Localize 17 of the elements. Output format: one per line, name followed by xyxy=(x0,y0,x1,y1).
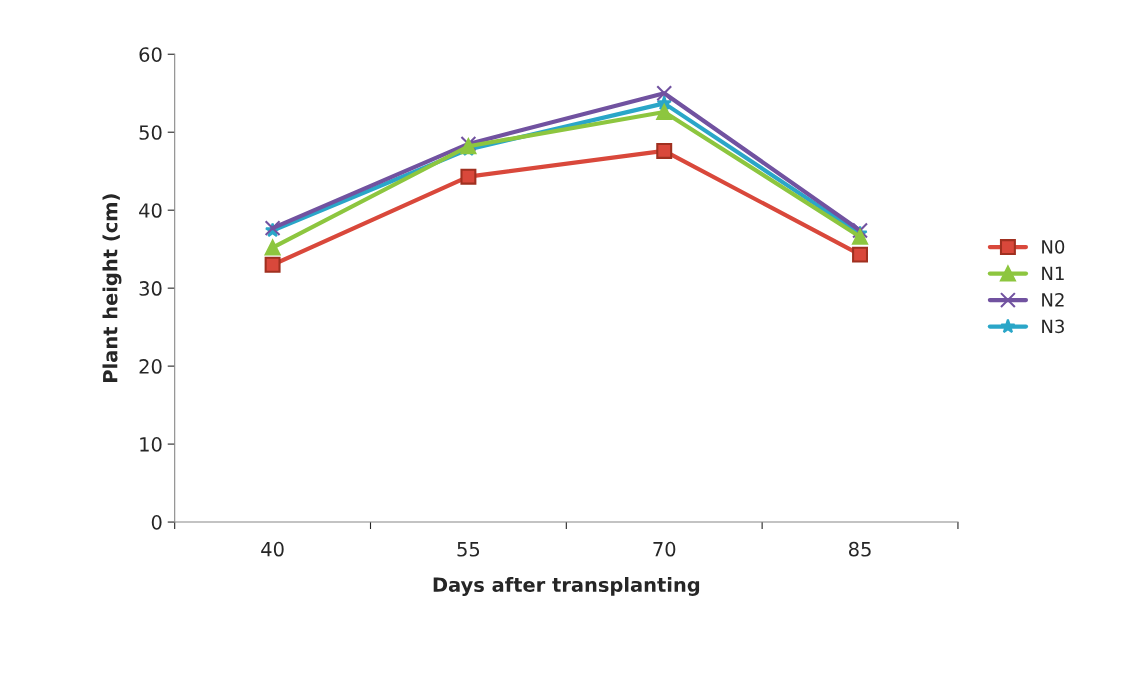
y-tick-label: 0 xyxy=(151,515,162,530)
legend-label: N0 xyxy=(1042,239,1065,254)
legend-label: N3 xyxy=(1042,319,1064,334)
x-tick-label: 55 xyxy=(457,542,480,557)
y-tick-label: 40 xyxy=(139,203,162,218)
legend-label: N1 xyxy=(1042,266,1064,280)
y-tick-label: 60 xyxy=(139,47,162,62)
x-tick-label: 70 xyxy=(653,541,676,557)
y-tick-label: 20 xyxy=(139,359,162,374)
x-tick-label: 85 xyxy=(848,541,871,557)
y-tick-label: 30 xyxy=(139,281,162,296)
x-axis-title: Days after transplanting xyxy=(433,576,700,596)
y-tick-label: 10 xyxy=(140,437,162,452)
y-axis-title: Plant height (cm) xyxy=(102,194,122,382)
legend-label: N2 xyxy=(1042,292,1064,307)
y-tick-label: 50 xyxy=(139,125,162,140)
x-tick-label: 40 xyxy=(261,541,284,557)
